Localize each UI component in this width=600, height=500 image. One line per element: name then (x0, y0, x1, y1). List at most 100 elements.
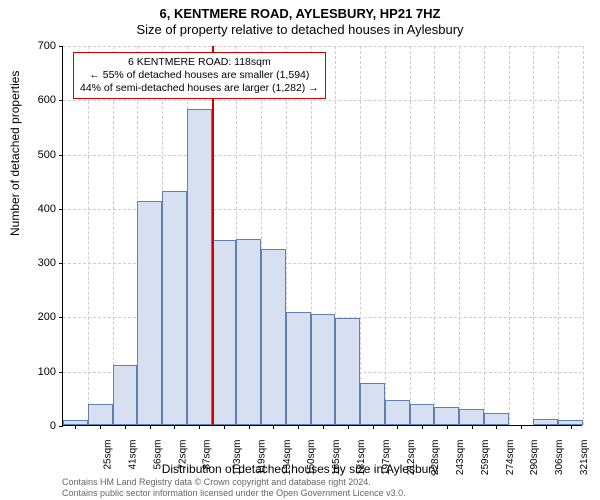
ytick-mark (59, 426, 63, 427)
grid-line-v (509, 46, 510, 425)
xtick-mark (521, 425, 522, 429)
histogram-bar (459, 409, 484, 425)
histogram-bar (113, 365, 138, 425)
xtick-mark (298, 425, 299, 429)
annotation-line1: 6 KENTMERE ROAD: 118sqm (80, 56, 319, 69)
xtick-label: 181sqm (356, 440, 367, 476)
xtick-label: 243sqm (455, 440, 466, 476)
ytick-label: 400 (16, 203, 56, 215)
xtick-mark (249, 425, 250, 429)
chart-container: 6, KENTMERE ROAD, AYLESBURY, HP21 7HZ Si… (0, 0, 600, 500)
xtick-mark (323, 425, 324, 429)
grid-line-v (558, 46, 559, 425)
grid-line-h (63, 100, 582, 101)
xtick-mark (571, 425, 572, 429)
xtick-mark (472, 425, 473, 429)
chart-title: 6, KENTMERE ROAD, AYLESBURY, HP21 7HZ (0, 0, 600, 21)
xtick-mark (125, 425, 126, 429)
xtick-label: 259sqm (480, 440, 491, 476)
ytick-mark (59, 100, 63, 101)
xtick-label: 134sqm (282, 440, 293, 476)
annotation-line2: ← 55% of detached houses are smaller (1,… (80, 69, 319, 82)
histogram-bar (212, 240, 237, 425)
grid-line-h (63, 46, 582, 47)
histogram-bar (261, 249, 286, 425)
grid-line-v (533, 46, 534, 425)
xtick-mark (496, 425, 497, 429)
grid-line-v (484, 46, 485, 425)
ytick-label: 300 (16, 257, 56, 269)
ytick-mark (59, 209, 63, 210)
ytick-mark (59, 155, 63, 156)
xtick-label: 197sqm (381, 440, 392, 476)
ytick-label: 500 (16, 149, 56, 161)
ytick-label: 0 (16, 420, 56, 432)
xtick-mark (75, 425, 76, 429)
xtick-label: 290sqm (529, 440, 540, 476)
xtick-label: 274sqm (505, 440, 516, 476)
xtick-mark (546, 425, 547, 429)
ytick-mark (59, 46, 63, 47)
xtick-mark (174, 425, 175, 429)
xtick-label: 228sqm (430, 440, 441, 476)
footer-line1: Contains HM Land Registry data © Crown c… (62, 477, 600, 487)
footer-text: Contains HM Land Registry data © Crown c… (0, 477, 600, 498)
histogram-bar (137, 201, 162, 425)
histogram-bar (236, 239, 261, 425)
xtick-label: 72sqm (177, 440, 188, 470)
annotation-line3: 44% of semi-detached houses are larger (… (80, 82, 319, 95)
xtick-label: 25sqm (103, 440, 114, 470)
grid-line-v (583, 46, 584, 425)
histogram-bar (286, 312, 311, 425)
annotation-box: 6 KENTMERE ROAD: 118sqm ← 55% of detache… (73, 52, 326, 99)
footer-line2: Contains public sector information licen… (62, 488, 600, 498)
xtick-label: 212sqm (406, 440, 417, 476)
xtick-mark (373, 425, 374, 429)
xtick-mark (100, 425, 101, 429)
histogram-bar (335, 318, 360, 425)
xtick-mark (422, 425, 423, 429)
xtick-mark (397, 425, 398, 429)
histogram-bar (434, 407, 459, 425)
xtick-label: 56sqm (152, 440, 163, 470)
histogram-bar (410, 404, 435, 425)
xtick-mark (224, 425, 225, 429)
ytick-label: 100 (16, 366, 56, 378)
ytick-label: 700 (16, 40, 56, 52)
histogram-bar (360, 383, 385, 425)
histogram-bar (385, 400, 410, 425)
marker-line (212, 46, 214, 425)
xtick-label: 87sqm (202, 440, 213, 470)
xtick-label: 103sqm (232, 440, 243, 476)
xtick-label: 150sqm (307, 440, 318, 476)
xtick-mark (199, 425, 200, 429)
xtick-mark (348, 425, 349, 429)
histogram-bar (484, 413, 509, 425)
xtick-label: 165sqm (331, 440, 342, 476)
histogram-bar (311, 314, 336, 425)
histogram-bar (88, 404, 113, 425)
xtick-label: 119sqm (256, 440, 267, 475)
xtick-label: 321sqm (579, 440, 590, 476)
plot-area: 6 KENTMERE ROAD: 118sqm ← 55% of detache… (62, 46, 582, 426)
xtick-label: 306sqm (554, 440, 565, 476)
grid-line-v (434, 46, 435, 425)
xtick-mark (150, 425, 151, 429)
histogram-bar (187, 109, 212, 425)
chart-subtitle: Size of property relative to detached ho… (0, 21, 600, 37)
histogram-bar (162, 191, 187, 426)
grid-line-v (385, 46, 386, 425)
xtick-mark (273, 425, 274, 429)
grid-line-v (360, 46, 361, 425)
xtick-mark (447, 425, 448, 429)
grid-line-v (88, 46, 89, 425)
ytick-mark (59, 372, 63, 373)
grid-line-h (63, 155, 582, 156)
xtick-label: 41sqm (128, 440, 139, 470)
grid-line-v (410, 46, 411, 425)
ytick-label: 200 (16, 311, 56, 323)
ytick-mark (59, 263, 63, 264)
ytick-mark (59, 317, 63, 318)
grid-line-v (459, 46, 460, 425)
ytick-label: 600 (16, 94, 56, 106)
